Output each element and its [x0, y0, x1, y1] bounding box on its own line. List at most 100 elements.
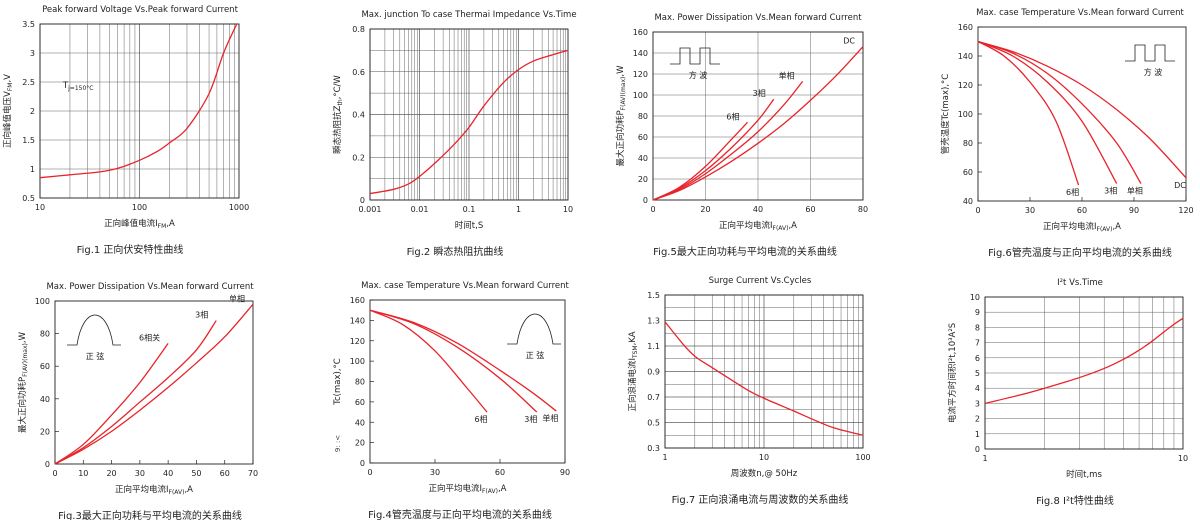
y-axis-label: 正向峰值电压VFM,V — [2, 74, 14, 148]
y-tick-label: 2 — [975, 415, 980, 424]
series-line-1 — [652, 98, 775, 201]
chart-title: Max. case Temperature Vs.Mean forward Cu… — [976, 8, 1184, 18]
series-label: 3相 — [753, 88, 766, 98]
x-tick-label: 60 — [220, 469, 230, 478]
y-axis-label: 最大正向功耗PF(AV)(max),W — [615, 65, 627, 167]
y-tick-label: 0 — [643, 196, 648, 205]
chart-fig1: Peak forward Voltage Vs.Peak forward Cur… — [2, 5, 249, 256]
chart-fig6: Max. case Temperature Vs.Mean forward Cu… — [940, 8, 1194, 259]
series-line-2 — [54, 303, 254, 465]
y-tick-label: 0.9 — [647, 368, 660, 377]
y-axis-label: Tc(max),°C — [333, 358, 343, 406]
y-tick-label: 40 — [963, 197, 973, 206]
chart-fig2: Max. junction To case Thermai Impedance … — [332, 10, 577, 258]
x-tick-label: 90 — [1129, 206, 1139, 215]
series-line-0 — [984, 317, 1184, 405]
x-tick-label: 60 — [805, 205, 815, 214]
x-tick-label: 60 — [495, 468, 505, 477]
series-label: 单相 — [779, 70, 795, 80]
gridlines — [369, 28, 568, 201]
y-tick-label: 3 — [975, 399, 980, 408]
series-line-2 — [977, 40, 1142, 184]
square-wave-icon — [670, 47, 720, 65]
y-tick-label: 140 — [633, 49, 648, 58]
series-line-3 — [652, 46, 864, 201]
plot-frame — [977, 26, 1187, 202]
series-line-0 — [664, 321, 864, 436]
gridlines — [369, 299, 566, 464]
y-tick-label: 60 — [638, 133, 648, 142]
y-tick-label: 1 — [30, 165, 35, 174]
y-tick-label: 0.5 — [22, 194, 35, 203]
chart-title: Surge Current Vs.Cycles — [709, 276, 812, 286]
x-tick-label: 0 — [52, 469, 57, 478]
x-tick-label: 70 — [248, 469, 258, 478]
x-tick-label: 0.001 — [359, 205, 382, 214]
chart-title: Max. junction To case Thermai Impedance … — [361, 10, 576, 20]
series-line-1 — [54, 320, 217, 465]
y-axis-label: 电流平方时间积I²t,10³A²S — [947, 323, 958, 423]
x-axis-label: 正向平均电流IF(AV),A — [1043, 221, 1121, 233]
x-tick-label: 60 — [1077, 206, 1087, 215]
x-tick-label: 80 — [858, 205, 868, 214]
x-tick-label: 100 — [132, 203, 147, 212]
x-tick-label: 10 — [1178, 454, 1188, 463]
figure-caption: Fig.1 正向伏安特性曲线 — [77, 243, 184, 256]
y-tick-label: 80 — [355, 378, 365, 387]
y-tick-label: 20 — [40, 427, 50, 436]
series-line-0 — [652, 121, 748, 201]
y-axis-label: 瞬态热阻抗Zth,°C/W — [332, 75, 344, 154]
y-tick-label: 100 — [350, 357, 365, 366]
figure-caption: Fig.7 正向浪涌电流与周波数的关系曲线 — [672, 493, 849, 506]
plot-frame — [664, 294, 864, 449]
x-tick-label: 50 — [191, 469, 201, 478]
x-tick-label: 20 — [700, 205, 710, 214]
y-tick-label: 0.7 — [647, 393, 660, 402]
y-tick-label: 8 — [975, 323, 980, 332]
chart-fig5: Max. Power Dissipation Vs.Mean forward C… — [615, 13, 868, 258]
x-tick-label: 0 — [975, 206, 980, 215]
y-tick-label: 100 — [633, 91, 648, 100]
y-tick-label: 1 — [975, 430, 980, 439]
y-tick-label: 5 — [975, 369, 980, 378]
gridlines — [664, 294, 863, 449]
series-line-1 — [977, 40, 1118, 184]
y-tick-label: 4 — [975, 384, 980, 393]
series-label: 单相 — [542, 413, 558, 423]
y-axis-label: 管壳温度Tc(max),°C — [940, 74, 951, 155]
x-axis-label: 正向平均电流IF(AV),A — [428, 483, 506, 495]
series-label: 6相 — [474, 414, 487, 424]
x-axis-label: 时间t,S — [455, 220, 483, 231]
y-tick-label: 1.1 — [647, 342, 660, 351]
plot-frame — [39, 23, 240, 199]
x-tick-label: 10 — [563, 205, 573, 214]
figure-caption: Fig.5最大正向功耗与平均电流的关系曲线 — [653, 245, 837, 258]
x-tick-label: 10 — [35, 203, 45, 212]
x-axis-label: 正向平均电流IF(AV),A — [719, 220, 797, 232]
series-label: 3相 — [195, 310, 208, 320]
y-tick-label: 10 — [970, 293, 980, 302]
y-tick-label: 60 — [355, 398, 365, 407]
x-tick-label: 0.1 — [463, 205, 476, 214]
x-tick-label: 0 — [650, 205, 655, 214]
y-tick-label: 3.5 — [22, 20, 35, 29]
y-tick-label: 1.5 — [22, 136, 35, 145]
y-tick-label: 160 — [958, 23, 973, 32]
gridlines — [984, 296, 1183, 450]
series-label: DC — [1174, 181, 1186, 190]
series-line-0 — [54, 342, 169, 465]
figure-caption: Fig.4管壳温度与正向平均电流的关系曲线 — [368, 508, 552, 520]
y-tick-label: 40 — [40, 395, 50, 404]
x-tick-label: 1 — [662, 453, 667, 462]
y-axis-label: 最大正向功耗PF(AV)(max),W — [17, 331, 29, 433]
waveform-inset: 方 波 — [670, 47, 720, 80]
chart-title: Max. Power Dissipation Vs.Mean forward C… — [654, 13, 862, 23]
waveform-inset: 正 弦 — [507, 313, 561, 360]
y-tick-label: 0 — [360, 459, 365, 468]
y-tick-label: 9 — [975, 308, 980, 317]
x-tick-label: 1000 — [229, 203, 249, 212]
y-axis-label-prefix: 9: :< — [334, 435, 342, 452]
y-tick-label: 120 — [350, 337, 365, 346]
